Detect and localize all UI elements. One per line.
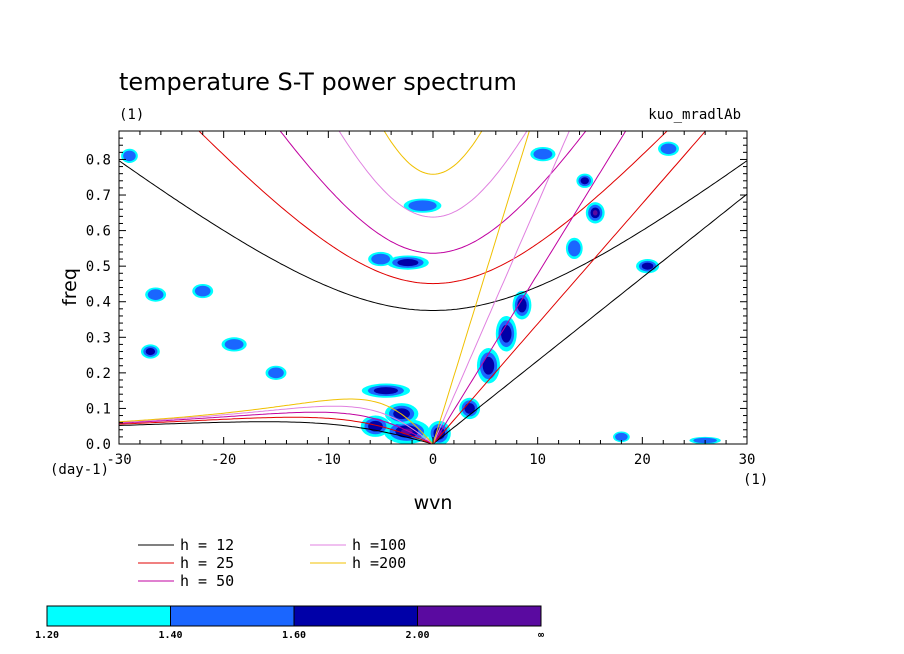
power-blob-1-level-2 — [368, 420, 383, 432]
power-blob-22-level-1 — [268, 367, 284, 379]
y-tick-label: 0.5 — [86, 259, 111, 275]
y-tick-label: 0.3 — [86, 330, 111, 346]
power-blob-9-level-2 — [501, 324, 512, 343]
curve-h100-gravity — [338, 131, 528, 218]
curve-h12-gravity — [119, 160, 747, 311]
curve-h25-gravity — [198, 131, 668, 285]
power-blob-7-level-2 — [464, 403, 475, 414]
colorbar-segment-2 — [293, 605, 418, 627]
x-tick-label: -30 — [106, 452, 131, 468]
legend-label-h12: h = 12 — [180, 536, 234, 554]
y-tick-label: 0.1 — [86, 401, 111, 417]
legend-label-h100: h =100 — [352, 536, 406, 554]
power-blob-0-level-3 — [401, 428, 413, 435]
curve-h200-kelvin — [432, 131, 530, 444]
curve-h25-kelvin — [432, 131, 707, 444]
x-tick-label: 10 — [529, 452, 546, 468]
legend-label-h50: h = 50 — [180, 572, 234, 590]
power-blob-8-level-2 — [482, 356, 495, 375]
x-tick-label: -10 — [316, 452, 341, 468]
colorbar-segment-1 — [170, 605, 295, 627]
curve-h50-gravity — [279, 131, 587, 254]
power-blob-15-level-1 — [371, 253, 391, 265]
power-blob-20-level-1 — [123, 150, 136, 162]
curve-h50-rossby — [119, 411, 434, 444]
power-contours — [121, 141, 721, 444]
curve-h100-kelvin — [432, 131, 570, 444]
power-blob-23-level-1 — [224, 339, 244, 350]
curve-h25-rossby — [119, 416, 434, 444]
power-blob-13-level-2 — [145, 347, 156, 356]
x-unit-label: (1) — [743, 472, 768, 488]
curve-h12-rossby — [119, 421, 434, 444]
y-tick-label: 0.7 — [86, 188, 111, 204]
axis-ticks: -30 -20 -10 0 10 20 30 0.0 0.1 0.2 0.3 0.4 0.5 0.6 0.7… — [86, 130, 756, 468]
curve-h50-kelvin — [432, 131, 627, 444]
y-tick-label: 0.8 — [86, 152, 111, 168]
y-axis-label: freq — [59, 268, 81, 306]
colorbar-label-2: 1.60 — [282, 630, 306, 641]
plot-frame — [118, 130, 748, 445]
color-scale-bar: 1.20 1.40 1.60 2.00 ∞ — [35, 605, 544, 641]
x-tick-label: 30 — [739, 452, 756, 468]
colorbar-label-3: 2.00 — [405, 630, 429, 641]
power-blob-3-level-2 — [373, 387, 398, 395]
curve-h12-kelvin — [432, 193, 747, 444]
power-blob-25-level-1 — [615, 432, 628, 441]
legend-label-h25: h = 25 — [180, 554, 234, 572]
curve-h200-gravity — [383, 131, 483, 175]
power-blob-11-level-3 — [592, 210, 598, 216]
colorbar-label-4: ∞ — [538, 630, 544, 641]
curve-h100-rossby — [119, 405, 434, 444]
chart-subtitle-right: kuo_mradlAb — [648, 107, 741, 123]
y-unit-label: (day-1) — [50, 462, 109, 478]
power-blob-16-level-1 — [533, 148, 553, 160]
power-blob-12-level-1 — [568, 240, 581, 257]
colorbar-segment-3 — [417, 605, 542, 627]
y-tick-label: 0.0 — [86, 437, 111, 453]
colorbar-segment-0 — [46, 605, 171, 627]
dispersion-curves — [119, 131, 747, 444]
x-axis-label: wvn — [414, 492, 453, 514]
y-tick-label: 0.4 — [86, 295, 111, 311]
y-tick-label: 0.2 — [86, 366, 111, 382]
power-blob-24-level-2 — [580, 177, 589, 185]
power-blob-10-level-2 — [517, 298, 527, 313]
x-tick-label: 20 — [634, 452, 651, 468]
x-tick-label: -20 — [211, 452, 236, 468]
chart-title: temperature S-T power spectrum — [119, 68, 517, 96]
y-tick-label: 0.6 — [86, 224, 111, 240]
power-blob-5-level-2 — [397, 259, 419, 267]
power-blob-18-level-1 — [660, 143, 677, 155]
colorbar-label-0: 1.20 — [35, 630, 59, 641]
power-blob-17-level-2 — [641, 262, 654, 270]
power-blob-21-level-1 — [194, 285, 211, 297]
colorbar-label-1: 1.40 — [158, 630, 182, 641]
curve-h200-rossby — [119, 398, 434, 444]
chart-subtitle-left: (1) — [119, 107, 144, 123]
legend-label-h200: h =200 — [352, 554, 406, 572]
power-blob-6-level-1 — [408, 200, 437, 212]
x-tick-label: 0 — [429, 452, 437, 468]
power-blob-14-level-1 — [147, 289, 164, 300]
